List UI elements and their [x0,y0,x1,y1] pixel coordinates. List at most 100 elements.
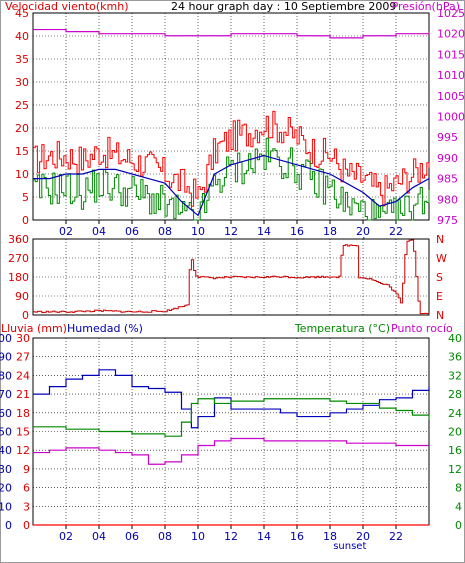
temperature-line [33,398,430,437]
direction-compass-label: E [436,290,443,303]
rain-y-tick: 6 [23,482,30,495]
wind-y-tick: 10 [15,168,29,181]
temp-panel-x-tick: 08 [158,530,172,543]
rain-axis-label: Lluvia (mm) [1,322,67,335]
direction-y-tick: 90 [15,290,29,303]
temperature-y-tick: 8 [455,482,462,495]
wind-panel-x-tick: 08 [158,225,172,238]
humidity-y-tick: 100 [0,332,12,345]
temp-panel-x-tick: 02 [59,530,73,543]
pressure-y-tick: 1000 [437,111,465,124]
wind-panel-x-tick: 14 [257,225,271,238]
pressure-y-tick: 1010 [437,69,465,82]
temperature-y-tick: 40 [448,332,462,345]
pressure-y-tick: 1005 [437,90,465,103]
rain-y-tick: 15 [16,426,30,439]
wind-panel-x-tick: 16 [290,225,304,238]
humidity-y-tick: 60 [0,407,12,420]
temp-panel-x-tick: 10 [191,530,205,543]
wind-y-tick: 20 [15,122,29,135]
wind-panel-x-tick: 12 [224,225,238,238]
direction-y-tick: 270 [8,252,29,265]
wind-panel-x-tick: 20 [356,225,370,238]
wind-y-tick: 15 [15,145,29,158]
direction-compass-label: N [436,233,444,246]
temp-panel-x-tick: 18 [323,530,337,543]
wind-y-tick: 25 [15,99,29,112]
sunset-label-bottom: sunset [333,541,366,552]
temp-panel-x-tick: 20 [356,530,370,543]
direction-compass-label: W [436,252,447,265]
pressure-y-tick: 995 [437,131,458,144]
temperature-axis-label: Temperatura (°C) [294,322,390,335]
rain-y-tick: 24 [16,369,30,382]
temperature-y-tick: 36 [448,351,462,364]
wind-y-tick: 35 [15,53,29,66]
temperature-y-tick: 28 [448,388,462,401]
chart-title: 24 hour graph day : 10 Septiembre 2009 [171,0,396,13]
humidity-y-tick: 50 [0,426,12,439]
pressure-y-tick: 990 [437,152,458,165]
wind-panel-x-tick: 04 [92,225,106,238]
humidity-y-tick: 10 [0,500,12,513]
temp-panel-x-tick: 14 [257,530,271,543]
rain-y-tick: 12 [16,444,30,457]
direction-compass-label: S [436,271,443,284]
wind-y-tick: 30 [15,76,29,89]
pressure-y-tick: 975 [437,214,458,227]
pressure-y-tick: 980 [437,193,458,206]
temperature-y-tick: 24 [448,407,462,420]
wind-speed-axis-label: Velocidad viento(kmh) [5,0,129,13]
pressure-y-tick: 1015 [437,48,465,61]
pressure-y-tick: 1025 [437,7,465,20]
temperature-y-tick: 12 [448,463,462,476]
humidity-y-tick: 70 [0,388,12,401]
pressure-line [33,28,430,39]
humidity-y-tick: 30 [0,463,12,476]
wind-y-tick: 45 [15,7,29,20]
humidity-y-tick: 40 [0,444,12,457]
wind-panel-x-tick: 22 [389,225,403,238]
wind-y-tick: 40 [15,30,29,43]
temp-panel-x-tick: 04 [92,530,106,543]
humidity-y-tick: 20 [0,482,12,495]
wind-gust-line [33,110,430,207]
temp-panel-x-tick: 22 [389,530,403,543]
dewpoint-axis-label: Punto rocío [391,322,453,335]
temp-panel-x-tick: 16 [290,530,304,543]
direction-y-tick: 180 [8,271,29,284]
wind-panel-x-tick: 10 [191,225,205,238]
dewpoint-line [33,437,429,465]
wind-panel-x-tick: 06 [125,225,139,238]
wind-smooth-line [33,154,430,217]
wind-y-tick: 0 [22,214,29,227]
humidity-axis-label: Humedad (%) [67,322,143,335]
wind-direction-line [33,239,430,315]
direction-compass-label: N [436,309,444,322]
rain-y-tick: 30 [16,332,30,345]
direction-y-tick: 360 [8,233,29,246]
wind-panel-x-tick: 02 [59,225,73,238]
rain-y-tick: 3 [23,500,30,513]
direction-y-tick: 0 [22,309,29,322]
humidity-y-tick: 80 [0,369,12,382]
humidity-y-tick: 0 [5,519,12,532]
rain-y-tick: 21 [16,388,30,401]
temp-panel-x-tick: 06 [125,530,139,543]
pressure-y-tick: 985 [437,173,458,186]
rain-y-tick: 18 [16,407,30,420]
rain-y-tick: 0 [23,519,30,532]
pressure-axis-label: Presión(hPa) [392,0,460,13]
pressure-y-tick: 1020 [437,28,465,41]
temperature-y-tick: 4 [455,500,462,513]
temperature-y-tick: 20 [448,426,462,439]
wind-y-tick: 5 [22,191,29,204]
rain-y-tick: 27 [16,351,30,364]
wind-panel-x-tick: 18 [323,225,337,238]
temperature-y-tick: 32 [448,369,462,382]
temperature-y-tick: 16 [448,444,462,457]
humidity-y-tick: 90 [0,351,12,364]
wind-average-line [33,137,430,221]
